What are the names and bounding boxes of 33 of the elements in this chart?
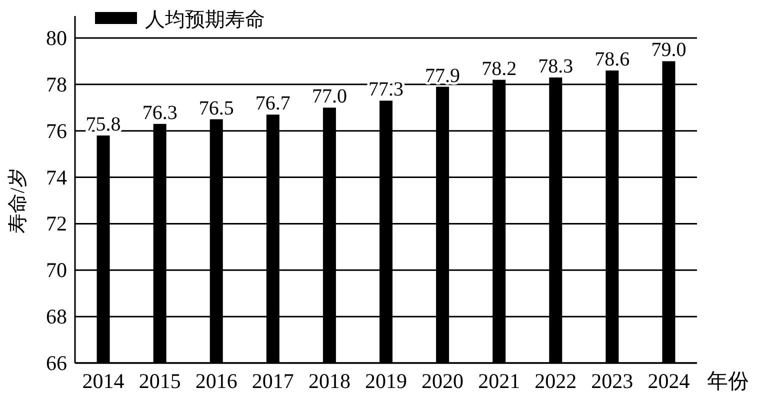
x-tick-label: 2021 [478, 369, 520, 393]
x-tick-label: 2018 [308, 369, 350, 393]
y-tick-label: 76 [46, 118, 67, 143]
y-tick-label: 68 [46, 304, 67, 329]
legend-label: 人均预期寿命 [145, 9, 265, 31]
data-label: 75.8 [86, 114, 121, 136]
x-tick-label: 2017 [252, 369, 294, 393]
y-axis-title: 寿命/岁 [7, 168, 29, 234]
x-axis-title: 年份 [707, 369, 749, 393]
data-label: 78.2 [482, 58, 517, 80]
data-label: 77.0 [312, 86, 347, 108]
data-label: 76.5 [198, 97, 234, 120]
x-tick-label: 2019 [365, 369, 407, 393]
y-tick-label: 78 [46, 72, 67, 96]
data-label: 79.0 [651, 39, 686, 62]
data-label: 78.6 [594, 48, 630, 70]
y-tick-label: 70 [46, 258, 67, 282]
y-tick-label: 74 [46, 165, 68, 190]
x-tick-label: 2016 [195, 369, 238, 393]
data-label: 76.3 [142, 102, 178, 124]
x-tick-label: 2014 [82, 369, 125, 393]
y-tick-label: 72 [46, 212, 67, 236]
y-tick-label: 80 [46, 26, 67, 50]
data-label: 77.9 [425, 64, 460, 87]
x-tick-label: 2024 [648, 369, 690, 393]
data-label: 77.3 [368, 78, 404, 101]
x-tick-label: 2015 [138, 369, 181, 393]
x-tick-label: 2020 [422, 369, 464, 393]
data-label: 78.3 [538, 55, 574, 78]
x-tick-label: 2022 [534, 369, 577, 393]
y-tick-label: 66 [46, 351, 67, 375]
x-tick-label: 2023 [591, 369, 634, 393]
data-label: 76.7 [255, 92, 290, 115]
